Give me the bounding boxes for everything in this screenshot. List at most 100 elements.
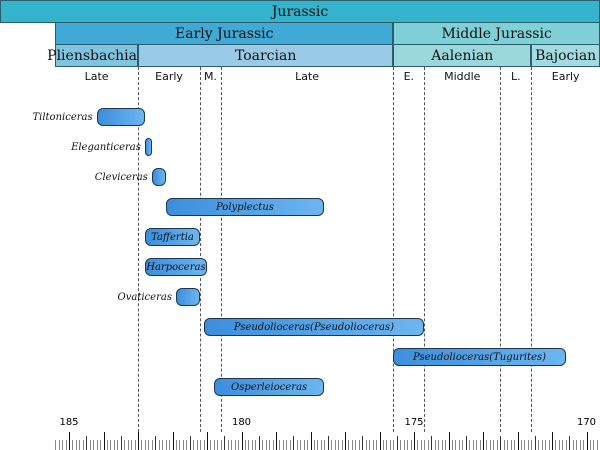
axis-tick	[587, 432, 588, 450]
axis-tick-label: 175	[404, 417, 424, 428]
axis-tick	[414, 432, 415, 450]
axis-tick	[235, 440, 236, 450]
axis-tick	[348, 440, 349, 450]
axis-tick	[62, 440, 63, 450]
axis-tick-label: 170	[576, 417, 597, 428]
axis-tick	[497, 440, 498, 450]
axis-tick	[100, 440, 101, 450]
boundary-line	[200, 67, 201, 432]
axis-tick	[359, 440, 360, 450]
boundary-line	[393, 67, 394, 432]
axis-tick	[555, 440, 556, 450]
axis-tick	[445, 440, 446, 450]
axis-tick	[507, 440, 508, 450]
axis-tick	[269, 440, 270, 450]
axis-tick	[386, 440, 387, 450]
axis-tick	[159, 440, 160, 450]
axis-tick	[566, 440, 567, 450]
axis-tick	[455, 440, 456, 450]
axis-tick	[462, 440, 463, 450]
axis-tick	[141, 440, 142, 450]
axis-tick	[242, 432, 243, 450]
axis-tick	[504, 440, 505, 450]
axis-tick	[580, 440, 581, 450]
taxon-range-bar: Osperleioceras	[213, 378, 325, 396]
axis-tick	[380, 432, 381, 450]
axis-tick	[197, 440, 198, 450]
axis-tick	[107, 440, 108, 450]
boundary-line	[424, 67, 425, 432]
axis-tick	[383, 440, 384, 450]
taxon-range-bar: Harpoceras	[144, 258, 207, 276]
taxon-name: Ovaticeras	[117, 291, 172, 303]
axis-tick	[411, 440, 412, 450]
axis-tick	[266, 440, 267, 450]
axis-tick	[317, 440, 318, 450]
axis-tick	[276, 432, 277, 450]
taxon-range-bar: Pseudolioceras(Tugurites)	[393, 348, 566, 366]
axis-tick	[576, 440, 577, 450]
axis-tick	[79, 440, 80, 450]
axis-tick	[366, 440, 367, 450]
substage-label: Early	[551, 69, 580, 83]
axis-tick	[55, 440, 56, 450]
axis-tick	[469, 440, 470, 450]
axis-tick	[152, 440, 153, 450]
axis-tick	[573, 440, 574, 450]
axis-tick	[569, 436, 570, 450]
axis-tick	[224, 436, 225, 450]
axis-tick	[248, 440, 249, 450]
axis-tick	[421, 440, 422, 450]
axis-tick	[562, 440, 563, 450]
axis-tick	[376, 440, 377, 450]
axis-tick	[514, 440, 515, 450]
axis-tick	[297, 440, 298, 450]
axis-tick	[428, 440, 429, 450]
axis-tick	[583, 440, 584, 450]
taxon-range-bar: Taffertia	[144, 228, 201, 246]
axis-tick	[480, 440, 481, 450]
axis-tick	[431, 436, 432, 450]
taxon-range-bar	[144, 138, 152, 156]
axis-tick	[486, 440, 487, 450]
axis-tick	[148, 440, 149, 450]
time-axis	[0, 430, 600, 450]
axis-tick	[597, 440, 598, 450]
boundary-line	[138, 67, 139, 432]
axis-tick	[114, 440, 115, 450]
axis-tick	[145, 440, 146, 450]
axis-tick	[452, 440, 453, 450]
axis-tick	[528, 440, 529, 450]
axis-tick	[490, 440, 491, 450]
axis-tick	[324, 440, 325, 450]
taxon-range-bar	[96, 108, 145, 126]
axis-tick	[131, 440, 132, 450]
axis-tick	[362, 436, 363, 450]
axis-tick	[252, 440, 253, 450]
axis-tick	[110, 440, 111, 450]
axis-tick	[76, 440, 77, 450]
axis-tick	[221, 440, 222, 450]
axis-tick	[183, 440, 184, 450]
axis-tick	[545, 440, 546, 450]
epoch-cell: Early Jurassic	[55, 22, 394, 45]
axis-tick	[214, 440, 215, 450]
axis-tick	[521, 440, 522, 450]
axis-tick	[121, 436, 122, 450]
axis-tick	[407, 440, 408, 450]
axis-tick	[355, 440, 356, 450]
axis-tick	[117, 440, 118, 450]
axis-tick	[128, 440, 129, 450]
axis-tick	[518, 432, 519, 450]
axis-tick	[338, 440, 339, 450]
axis-tick	[231, 440, 232, 450]
axis-tick	[286, 440, 287, 450]
axis-tick	[535, 436, 536, 450]
boundary-line	[500, 67, 501, 432]
period-jurassic: Jurassic	[0, 0, 600, 23]
axis-tick	[331, 440, 332, 450]
axis-tick-label: 180	[231, 417, 252, 428]
axis-tick	[204, 440, 205, 450]
stage-cell: Toarcian	[138, 44, 394, 67]
